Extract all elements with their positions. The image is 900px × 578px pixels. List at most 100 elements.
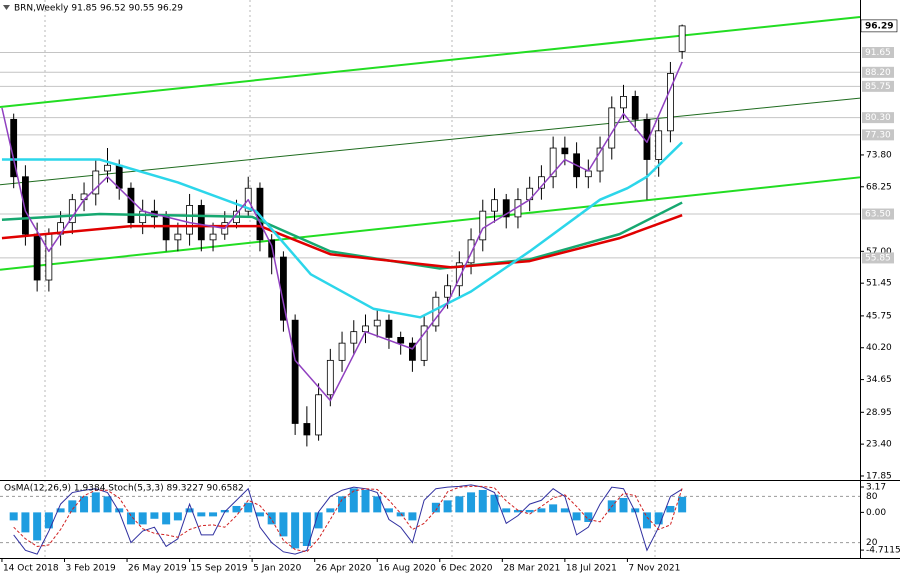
candle-body — [620, 96, 627, 109]
candle-body — [479, 210, 487, 241]
candle-body — [68, 199, 76, 224]
osma-bar — [103, 496, 112, 513]
osma-bar — [361, 489, 370, 513]
trend-line — [0, 176, 861, 271]
osma-bar — [232, 505, 241, 513]
osma-bar — [244, 502, 253, 513]
candle-body — [127, 187, 135, 224]
y-tick-label: 3.17 — [866, 483, 886, 493]
x-tick-label: 16 Aug 2020 — [378, 564, 436, 574]
candle-body — [584, 170, 592, 178]
osma-bar — [173, 512, 182, 521]
x-tick-label: 5 Jan 2020 — [253, 564, 301, 574]
candle-body — [667, 73, 674, 132]
osma-bar — [537, 508, 546, 513]
candle-body — [315, 394, 322, 436]
candle-body — [409, 342, 416, 361]
level-label-box — [862, 252, 894, 264]
osma-bar — [115, 508, 124, 513]
y-tick-label: 51.45 — [866, 279, 892, 289]
candle-body — [631, 96, 639, 120]
y-tick-label: 23.40 — [866, 440, 892, 450]
level-label: 55.85 — [865, 253, 891, 263]
period-separators — [44, 0, 656, 558]
osma-bar — [279, 512, 288, 537]
candle-body — [162, 216, 170, 241]
level-label: 85.75 — [865, 82, 891, 92]
osma-bar — [185, 508, 194, 513]
candle-body — [444, 285, 451, 298]
osma-bar — [560, 508, 569, 513]
chart-title: BRN,Weekly 91.85 96.52 90.55 96.29 — [14, 4, 183, 14]
osma-bar — [267, 512, 276, 525]
y-tick-label: 28.95 — [866, 408, 892, 418]
level-label: 91.65 — [865, 48, 891, 58]
x-tick-label: 14 Oct 2018 — [3, 564, 59, 574]
x-tick-label: 6 Dec 2020 — [441, 564, 493, 574]
candle-body — [174, 233, 182, 241]
osma-bar — [56, 508, 65, 513]
osma-bar — [666, 505, 675, 513]
y2-tick-label: 20 — [866, 538, 878, 548]
osma-bar — [126, 512, 135, 525]
candle-body — [139, 210, 147, 224]
level-label: 77.30 — [865, 130, 891, 140]
level-label-box — [862, 80, 894, 92]
plot-layer: 73.80 68.25 57.00 51.45 45.75 40.20 34.65 28.95… — [0, 15, 900, 574]
osma-bar — [255, 512, 264, 517]
candle-body — [350, 331, 358, 344]
y-tick-label: 73.80 — [866, 150, 892, 160]
level-label-box — [862, 66, 894, 78]
candle-body — [338, 342, 346, 361]
stochastic-line — [13, 484, 683, 555]
osma-bar — [513, 509, 522, 513]
stochastic-line — [13, 485, 683, 553]
y-tick-label: 40.20 — [866, 343, 892, 353]
x-tick-label: 26 May 2019 — [128, 564, 187, 574]
x-tick-label: 18 Jul 2021 — [566, 564, 617, 574]
trend-line — [0, 15, 861, 109]
moving-average — [1, 214, 683, 269]
indicator-title: OsMA(12,26,9) 1.9384 Stoch(5,3,3) 89.322… — [4, 484, 244, 494]
candle-body — [655, 130, 663, 160]
osma-bar — [44, 512, 53, 529]
y-tick-label: -4.7115 — [866, 546, 900, 556]
candle-body — [549, 147, 557, 178]
osma-bar — [138, 512, 147, 525]
osma-bar — [490, 494, 499, 513]
osma-bar — [408, 512, 417, 521]
osma-bar — [502, 508, 511, 513]
osma-bar — [68, 500, 77, 513]
osma-bar — [467, 492, 476, 513]
osma-bar — [572, 512, 581, 521]
osma-bar — [209, 512, 218, 517]
osma-bar — [80, 496, 89, 513]
x-tick-label: 15 Sep 2019 — [191, 564, 248, 574]
y-tick-label: 68.25 — [866, 182, 892, 192]
current-price-label: 96.29 — [865, 21, 893, 31]
candle-body — [397, 337, 405, 344]
moving-average — [1, 61, 683, 402]
level-label: 63.50 — [865, 210, 891, 220]
candle-body — [115, 164, 123, 189]
osma-bar — [21, 512, 30, 533]
candle-body — [373, 319, 381, 327]
osma-bar — [150, 512, 159, 519]
y2-tick-label: 80 — [866, 492, 878, 502]
x-tick-label: 28 Mar 2021 — [503, 564, 560, 574]
osma-bar — [525, 509, 534, 513]
candle-body — [186, 205, 193, 235]
y-tick-label: 17.85 — [866, 471, 892, 481]
candle-body — [455, 262, 463, 287]
osma-bar — [478, 489, 487, 513]
candle-body — [491, 199, 498, 212]
osma-bar — [326, 508, 335, 513]
level-label-box — [862, 112, 894, 124]
osma-bar — [678, 496, 687, 513]
osma-bar — [91, 492, 100, 513]
candle-body — [502, 199, 510, 218]
osma-bar — [162, 512, 171, 525]
candle-body — [33, 233, 41, 281]
osma-bar — [619, 497, 628, 513]
